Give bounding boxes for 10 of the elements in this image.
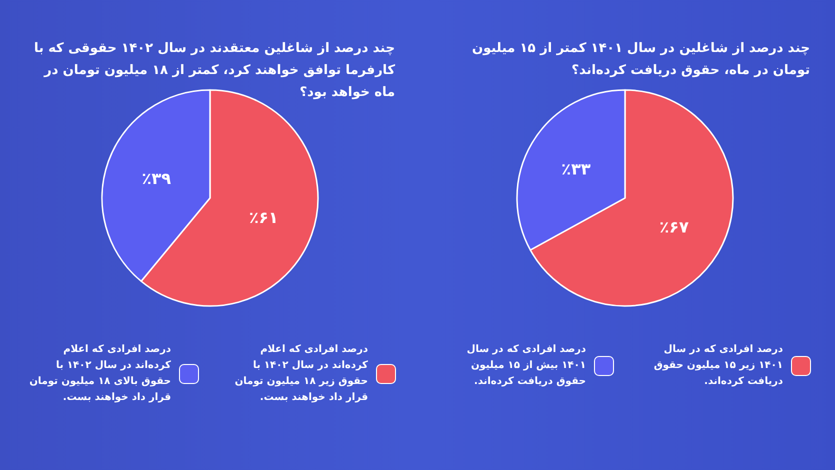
data-label: ٪۳۹ — [142, 169, 172, 188]
legend-label: درصد افرادی که اعلام کرده‌اند در سال ۱۴۰۲ با حقوق بالای ۱۸ میلیون تومان قرار داد خواهند بست. — [28, 343, 171, 405]
data-label: ٪۳۳ — [561, 159, 591, 178]
data-label: ٪۶۷ — [659, 218, 689, 237]
legend-label: درصد افرادی که در سال ۱۴۰۱ زیر ۱۵ میلیون حقوق دریافت کرده‌اند. — [652, 343, 783, 389]
chart-title: چند درصد از شاغلین معتقدند در سال ۱۴۰۲ حقوقی که با کارفرما توافق خواهند کرد، کمتر از ۱۸ میلیون تومان در ماه خواهد بود؟ — [32, 40, 395, 102]
legend-label: درصد افرادی که در سال ۱۴۰۱ بیش از ۱۵ میلیون حقوق دریافت کرده‌اند. — [466, 343, 586, 389]
chart-title: چند درصد از شاغلین در سال ۱۴۰۱ کمتر از ۱۵ میلیون تومان در ماه، حقوق دریافت کرده‌اند؟ — [470, 40, 810, 80]
data-label: ٪۶۱ — [248, 208, 278, 227]
legend-label: درصد افرادی که اعلام کرده‌اند در سال ۱۴۰۲ با حقوق زیر ۱۸ میلیون تومان قرار داد خواهند بست. — [234, 343, 368, 405]
